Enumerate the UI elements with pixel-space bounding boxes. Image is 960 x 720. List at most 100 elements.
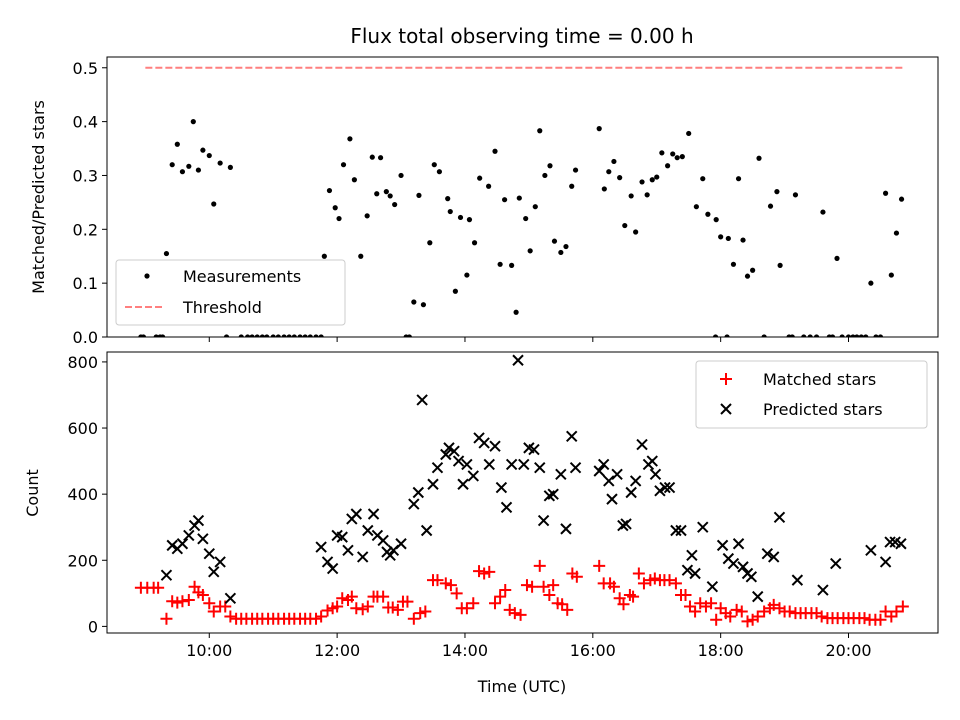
- measurement-point: [547, 163, 553, 169]
- measurement-point: [369, 154, 375, 160]
- predicted-point: [884, 536, 896, 548]
- measurement-point: [829, 334, 836, 337]
- measurement-point: [750, 267, 756, 273]
- measurement-point: [492, 148, 498, 154]
- predicted-point: [362, 524, 374, 537]
- measurement-point: [523, 215, 529, 222]
- predicted-point: [377, 534, 389, 547]
- measurement-point: [873, 334, 879, 337]
- measurement-point: [617, 175, 623, 181]
- predicted-point: [654, 485, 666, 497]
- predicted-point: [830, 557, 842, 570]
- measurement-point: [542, 172, 548, 179]
- matched-point: [547, 579, 560, 592]
- measurement-point: [392, 201, 398, 208]
- measurement-point: [807, 334, 813, 337]
- ratio-y-axis-title: Matched/Predicted stars: [29, 100, 48, 294]
- measurement-point: [466, 217, 473, 223]
- measurement-point: [340, 162, 347, 168]
- matched-point: [321, 604, 334, 617]
- predicted-point: [732, 538, 745, 550]
- measurement-point: [169, 162, 175, 168]
- predicted-point: [675, 524, 687, 537]
- matched-point: [460, 602, 473, 615]
- matched-point: [182, 593, 195, 606]
- matched-point: [176, 595, 189, 608]
- measurement-point: [563, 243, 569, 250]
- measurement-point: [190, 119, 196, 125]
- predicted-point: [176, 538, 189, 550]
- predicted-point: [879, 556, 892, 568]
- measurement-point: [431, 162, 437, 168]
- ratio-y-tick-label: 0.5: [73, 59, 98, 78]
- predicted-point: [603, 475, 615, 487]
- measurement-point: [693, 204, 699, 210]
- ratio-legend-box: [115, 259, 346, 326]
- predicted-point: [208, 566, 220, 578]
- measurement-point: [730, 261, 737, 267]
- legend-matched-marker: [720, 373, 732, 385]
- measurement-point: [572, 167, 579, 173]
- predicted-point: [483, 458, 495, 471]
- measurement-point: [854, 334, 860, 337]
- ratio-legend: Measurements Threshold: [115, 259, 346, 326]
- count-panel: 10:00 12:00 14:00 16:00 18:00 20:00 0 200 400 600…: [67, 351, 939, 660]
- matched-point: [896, 600, 909, 613]
- predicted-point: [356, 551, 369, 563]
- ratio-y-tick-label: 0.1: [73, 274, 98, 293]
- predicted-point: [321, 556, 334, 568]
- measurement-point: [264, 334, 270, 337]
- measurement-point: [725, 235, 731, 242]
- predicted-point: [461, 458, 473, 471]
- predicted-point: [620, 518, 632, 530]
- predicted-point: [452, 455, 465, 467]
- measurement-point: [834, 255, 840, 261]
- legend-measurements-label: Measurements: [183, 267, 301, 286]
- predicted-point: [534, 461, 546, 474]
- measurement-point: [527, 248, 533, 254]
- measurement-point: [336, 215, 342, 222]
- matched-point: [361, 600, 374, 613]
- matched-point: [152, 581, 165, 594]
- measurement-point: [705, 211, 711, 217]
- predicted-point: [528, 443, 540, 456]
- measurement-point: [898, 196, 905, 202]
- predicted-point: [629, 475, 642, 487]
- measurement-point: [735, 176, 742, 182]
- matched-point: [224, 610, 237, 623]
- matched-point: [414, 607, 427, 620]
- predicted-point: [412, 486, 425, 499]
- predicted-point: [315, 541, 327, 553]
- predicted-point: [681, 564, 694, 576]
- predicted-point: [636, 438, 648, 451]
- predicted-point: [689, 567, 701, 580]
- matched-point: [783, 605, 796, 618]
- measurement-point: [153, 334, 159, 337]
- predicted-point: [224, 592, 237, 604]
- matched-point: [663, 574, 676, 587]
- measurement-point: [858, 334, 864, 337]
- measurement-point: [364, 213, 370, 219]
- measurement-point: [358, 253, 364, 259]
- ratio-axes-frame: [106, 56, 939, 338]
- predicted-point: [646, 455, 658, 467]
- ratio-y-tick-label: 0.3: [73, 166, 98, 185]
- measurement-point: [302, 334, 308, 337]
- measurement-point: [326, 187, 333, 194]
- predicted-point: [569, 461, 582, 474]
- measurement-point: [820, 209, 826, 215]
- matched-point: [730, 603, 743, 616]
- measurement-point: [374, 191, 380, 197]
- count-y-tick-label: 0: [88, 617, 98, 636]
- measurement-point: [406, 334, 412, 337]
- predicted-point: [408, 498, 420, 510]
- predicted-point: [593, 465, 605, 477]
- legend-threshold-label: Threshold: [182, 298, 262, 317]
- measurement-point: [377, 155, 384, 161]
- predicted-point: [606, 493, 618, 505]
- count-legend: Matched stars Predicted stars: [695, 360, 928, 429]
- measurement-point: [211, 201, 217, 207]
- matched-point: [543, 588, 556, 601]
- x-axis-title: Time (UTC): [477, 677, 566, 696]
